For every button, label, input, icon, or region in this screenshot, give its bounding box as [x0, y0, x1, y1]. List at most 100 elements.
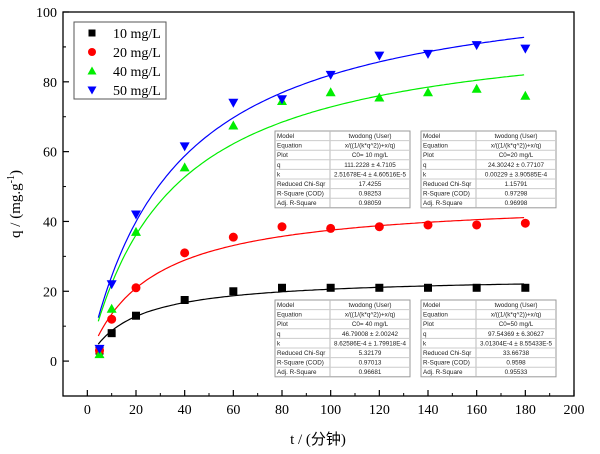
legend-label: 40 mg/L — [113, 65, 161, 80]
data-point — [106, 303, 117, 313]
table-value: 2.51678E-4 ± 4.60516E-5 — [334, 171, 407, 178]
table-value: 0.00229 ± 3.90585E-4 — [485, 171, 548, 178]
fit-table: Model twodong (User) Equation x/((1/(k*q^2)… — [420, 299, 557, 378]
data-point — [424, 283, 432, 292]
table-value: 8.62586E-4 ± 1.79918E-4 — [334, 340, 407, 347]
y-tick-label: 80 — [43, 76, 57, 91]
x-tick-label: 80 — [275, 403, 289, 418]
table-value: 0.98059 — [359, 200, 382, 207]
data-point — [228, 98, 239, 108]
table-value: C0= 10 mg/L — [352, 152, 389, 159]
legend-label: 50 mg/L — [113, 84, 161, 99]
table-key: Plot — [277, 321, 288, 328]
data-point — [520, 90, 531, 100]
table-key: q — [277, 331, 281, 338]
table-value: x/((1/(k*q^2))+x/q) — [345, 312, 395, 319]
table-value: x/((1/(k*q^2))+x/q) — [491, 312, 541, 319]
table-key: q — [423, 331, 427, 338]
data-point — [131, 226, 141, 236]
table-key: k — [277, 340, 281, 347]
data-point — [107, 329, 116, 338]
data-point — [325, 87, 336, 97]
data-point — [278, 283, 286, 292]
table-key: R-Square (COD) — [423, 360, 470, 367]
data-point — [326, 283, 335, 292]
data-point — [180, 248, 190, 258]
data-point — [325, 70, 336, 80]
fit-curve-1 — [97, 217, 525, 337]
legend-marker — [88, 48, 96, 56]
table-key: q — [423, 162, 427, 169]
data-point — [423, 49, 433, 59]
legend-label: 10 mg/L — [113, 27, 161, 42]
data-point — [521, 283, 530, 292]
table-key: Equation — [277, 312, 302, 319]
table-key: Reduced Chi-Sqr — [277, 350, 325, 357]
table-value: 0.96681 — [359, 369, 382, 376]
table-key: Model — [277, 133, 294, 140]
data-point — [471, 83, 482, 93]
table-key: Reduced Chi-Sqr — [277, 181, 325, 188]
x-tick-label: 200 — [564, 403, 585, 418]
table-value: 5.32179 — [359, 350, 382, 357]
table-key: k — [423, 171, 427, 178]
table-value: 0.96998 — [505, 200, 528, 207]
table-value: 17.4255 — [359, 181, 382, 188]
legend-marker — [87, 66, 97, 75]
fit-table: Model twodong (User) Equation x/((1/(k*q^2)… — [274, 299, 411, 378]
table-value: 3.01304E-4 ± 8.55433E-5 — [480, 340, 553, 347]
table-value: x/((1/(k*q^2))+x/q) — [345, 143, 395, 150]
table-key: R-Square (COD) — [277, 191, 324, 198]
data-point — [375, 283, 384, 292]
table-value: 0.97298 — [505, 191, 528, 198]
x-tick-label: 60 — [226, 403, 240, 418]
data-point — [132, 311, 140, 320]
x-tick-label: 0 — [84, 403, 91, 418]
data-point — [472, 283, 481, 292]
data-point — [423, 87, 433, 97]
x-axis-title: t / (分钟) — [290, 431, 346, 448]
table-key: Plot — [423, 152, 434, 159]
fit-tables: Model twodong (User) Equation x/((1/(k*q^2)… — [274, 130, 557, 378]
data-point — [423, 220, 433, 230]
data-point — [520, 218, 530, 228]
y-tick-label: 40 — [43, 215, 57, 230]
table-value: 0.97013 — [359, 360, 382, 367]
data-point — [180, 296, 189, 304]
x-tick-label: 160 — [466, 403, 487, 418]
table-value: C0=50 mg/L — [499, 321, 534, 328]
data-point — [277, 222, 287, 232]
x-tick-label: 120 — [369, 403, 390, 418]
data-point — [131, 283, 141, 293]
fit-curve-0 — [97, 283, 525, 345]
table-key: Adj. R-Square — [277, 369, 317, 376]
data-point — [374, 51, 385, 61]
table-key: R-Square (COD) — [277, 360, 324, 367]
table-key: Model — [423, 133, 440, 140]
table-value: twodong (User) — [494, 133, 537, 140]
table-key: Adj. R-Square — [277, 200, 317, 207]
data-point — [520, 44, 531, 54]
table-value: 0.9598 — [506, 360, 526, 367]
fit-curve-2 — [97, 74, 525, 322]
table-value: twodong (User) — [348, 133, 391, 140]
table-key: q — [277, 162, 281, 169]
legend: 10 mg/L 20 mg/L 40 mg/L 50 mg/L — [73, 21, 167, 100]
data-point — [94, 344, 105, 354]
table-key: Plot — [423, 321, 434, 328]
table-key: Reduced Chi-Sqr — [423, 350, 471, 357]
table-key: Model — [423, 302, 440, 309]
table-value: C0= 40 mg/L — [352, 321, 389, 328]
y-axis-title: q / (mg.g-1) — [6, 170, 24, 238]
table-key: Adj. R-Square — [423, 200, 463, 207]
table-value: 111.2228 ± 4.7105 — [344, 162, 396, 169]
data-point — [374, 92, 385, 102]
x-tick-label: 40 — [178, 403, 192, 418]
y-tick-label: 100 — [36, 6, 57, 21]
table-value: C0=20 mg/L — [499, 152, 534, 159]
data-points — [94, 41, 531, 359]
data-point — [106, 280, 117, 290]
data-point — [228, 120, 239, 130]
fit-table: Model twodong (User) Equation x/((1/(k*q^2)… — [420, 130, 557, 209]
